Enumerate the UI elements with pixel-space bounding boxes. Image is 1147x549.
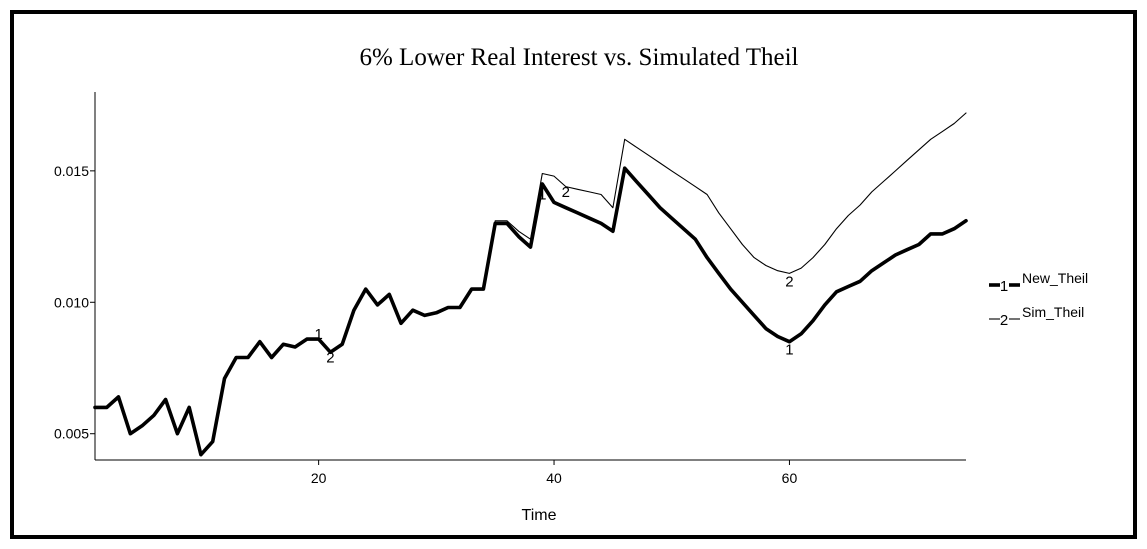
x-axis-label: Time [522,507,557,524]
legend-marker: 2 [1000,312,1008,329]
legend: 1 New_Theil 2 Sim_Theil [989,270,1088,329]
series-marker-2: 2 [562,184,570,201]
series-marker-1: 1 [314,326,322,343]
y-tick-label: 0.010 [54,294,89,310]
y-tick-label: 0.015 [54,163,89,179]
legend-label: New_Theil [1022,270,1088,286]
series-marker-2: 2 [326,349,334,366]
x-axis-ticks: 20 40 60 [311,460,798,486]
x-tick-label: 20 [311,470,327,486]
series-marker-1: 1 [538,187,546,204]
chart-title: 6% Lower Real Interest vs. Simulated The… [359,44,798,71]
chart-svg: 6% Lower Real Interest vs. Simulated The… [54,44,1088,524]
series-line-sim-theil [94,112,967,456]
y-tick-label: 0.005 [54,426,89,442]
series-marker-2: 2 [785,273,793,290]
x-tick-label: 40 [546,470,562,486]
y-axis-ticks: 0.005 0.010 0.015 [54,163,95,442]
chart-frame: 6% Lower Real Interest vs. Simulated The… [10,10,1137,539]
series-marker-1: 1 [785,342,793,359]
series-line-new-theil [93,166,968,457]
x-tick-label: 60 [782,470,798,486]
legend-label: Sim_Theil [1022,304,1084,320]
legend-marker: 1 [1000,278,1008,295]
axes [94,92,966,461]
